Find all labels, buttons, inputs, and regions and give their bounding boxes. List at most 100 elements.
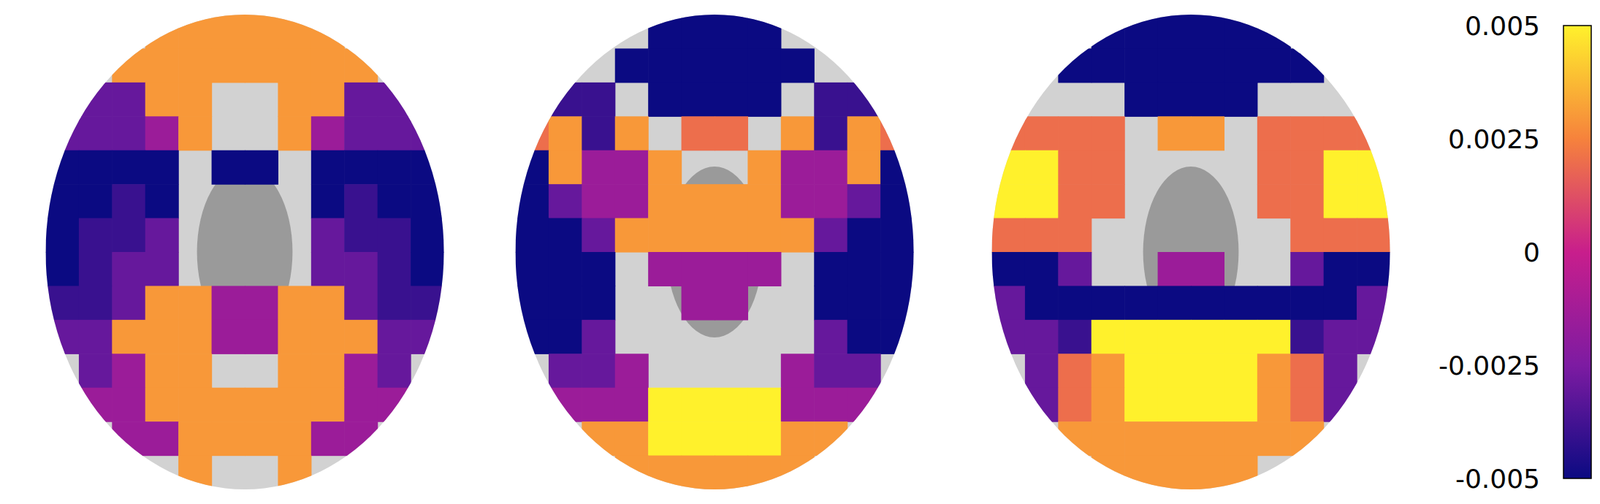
- parcel: [1290, 421, 1324, 456]
- parcel: [747, 14, 782, 49]
- parcel: [377, 387, 412, 423]
- parcel: [581, 252, 616, 287]
- parcel: [1157, 387, 1192, 423]
- parcel: [1157, 285, 1192, 320]
- parcel: [1025, 218, 1059, 253]
- parcel: [992, 116, 1026, 151]
- parcel: [1025, 150, 1059, 185]
- parcel: [681, 252, 716, 287]
- parcel: [244, 285, 279, 320]
- parcel: [648, 252, 682, 287]
- parcel: [714, 252, 749, 287]
- parcel: [145, 14, 179, 49]
- parcel: [714, 14, 749, 49]
- parcel: [1290, 184, 1324, 219]
- parcel: [1190, 14, 1225, 49]
- parcel: [145, 252, 179, 287]
- parcel: [548, 218, 583, 253]
- parcel: [615, 150, 649, 185]
- parcel: [880, 285, 914, 320]
- parcel: [1323, 320, 1358, 355]
- parcel: [1290, 353, 1324, 388]
- parcel: [1190, 82, 1225, 117]
- parcel: [515, 320, 550, 355]
- parcel: [648, 82, 682, 117]
- anatomy: [46, 14, 445, 490]
- parcel: [1157, 353, 1192, 388]
- parcel: [1323, 184, 1358, 219]
- parcel: [211, 285, 246, 320]
- parcel: [1323, 252, 1358, 287]
- parcel: [813, 184, 848, 219]
- parcel: [992, 150, 1026, 185]
- parcel: [1223, 421, 1258, 456]
- parcel: [1356, 252, 1391, 287]
- parcel: [1091, 116, 1126, 151]
- parcel: [581, 184, 616, 219]
- parcel: [344, 252, 378, 287]
- parcel: [813, 353, 848, 388]
- parcel: [1124, 14, 1158, 49]
- parcel: [615, 48, 649, 83]
- parcel: [46, 218, 80, 253]
- parcel: [581, 421, 616, 456]
- parcel: [244, 48, 279, 83]
- parcel: [1290, 285, 1324, 320]
- parcel: [344, 116, 378, 151]
- parcel: [781, 353, 815, 388]
- parcel: [581, 82, 616, 117]
- parcel: [1057, 320, 1092, 355]
- parcel: [1124, 82, 1158, 117]
- parcel: [145, 150, 179, 185]
- parcel: [648, 218, 682, 253]
- parcel: [1025, 353, 1059, 388]
- parcel: [847, 387, 882, 423]
- parcel: [1356, 285, 1391, 320]
- parcel: [377, 150, 412, 185]
- parcel: [847, 116, 882, 151]
- parcel: [714, 116, 749, 151]
- parcel: [178, 353, 212, 388]
- parcel: [145, 48, 179, 83]
- parcel: [277, 455, 312, 491]
- parcel: [714, 184, 749, 219]
- parcel: [992, 320, 1026, 355]
- parcel: [344, 353, 378, 388]
- parcel: [1290, 48, 1324, 83]
- parcel: [1223, 353, 1258, 388]
- parcel: [1091, 320, 1126, 355]
- parcel: [1025, 184, 1059, 219]
- parcel: [1091, 14, 1126, 49]
- parcel: [344, 184, 378, 219]
- parcel: [377, 116, 412, 151]
- parcel: [410, 116, 445, 151]
- parcel: [681, 184, 716, 219]
- parcel: [648, 48, 682, 83]
- parcel: [377, 218, 412, 253]
- parcel: [1190, 252, 1225, 287]
- parcel: [1157, 421, 1192, 456]
- parcel: [244, 150, 279, 185]
- parcel: [46, 252, 80, 287]
- parcel: [648, 421, 682, 456]
- parcel: [1356, 184, 1391, 219]
- parcel: [178, 82, 212, 117]
- parcel: [410, 285, 445, 320]
- parcel: [1157, 455, 1192, 491]
- parcel: [615, 455, 649, 491]
- parcel: [1025, 387, 1059, 423]
- parcel: [377, 320, 412, 355]
- parcel: [277, 285, 312, 320]
- parcel: [311, 116, 345, 151]
- parcel: [277, 320, 312, 355]
- parcel: [344, 48, 378, 83]
- parcel: [813, 252, 848, 287]
- parcel: [1356, 150, 1391, 185]
- parcel: [111, 116, 146, 151]
- parcel: [1257, 285, 1291, 320]
- parcel: [1091, 455, 1126, 491]
- parcel: [1057, 184, 1092, 219]
- parcel: [1057, 421, 1092, 456]
- parcel: [548, 116, 583, 151]
- parcel: [78, 353, 113, 388]
